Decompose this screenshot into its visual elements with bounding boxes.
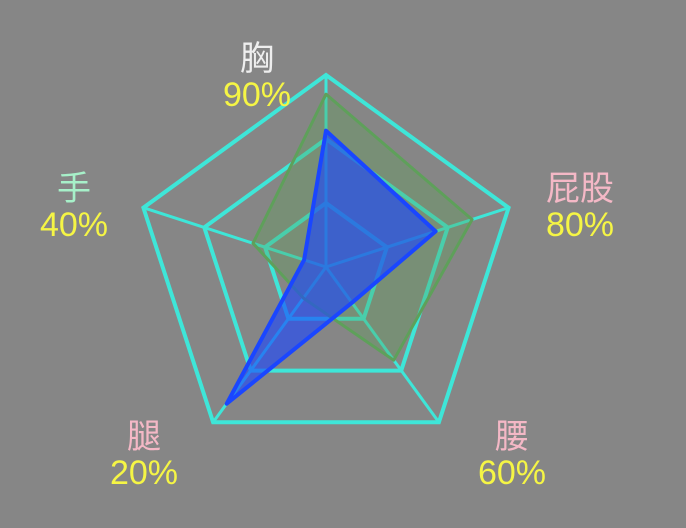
axis-value-chest: 90% [222,76,292,114]
axis-label-waist: 腰 60% [462,420,562,490]
axis-label-leg: 腿 20% [94,420,194,490]
axis-name-hand: 手 [57,169,91,209]
grid-ring-3 [141,72,511,425]
axis-label-chest: 胸 90% [212,42,302,112]
axis-value-hand: 40% [39,206,109,244]
axis-value-waist: 60% [477,454,547,492]
axis-name-butt: 屁股 [546,169,614,209]
axis-value-butt: 80% [545,206,615,244]
axis-label-hand: 手 40% [24,172,124,242]
radar-series [224,92,474,406]
grid-ring-2 [201,136,451,373]
axis-value-leg: 20% [109,454,179,492]
grid-spoke-4 [142,206,327,269]
axis-name-chest: 胸 [240,39,274,79]
axis-name-waist: 腰 [495,417,529,457]
series-area-1 [224,128,438,406]
axis-label-butt: 屁股 80% [530,172,630,242]
axis-name-leg: 腿 [127,417,161,457]
